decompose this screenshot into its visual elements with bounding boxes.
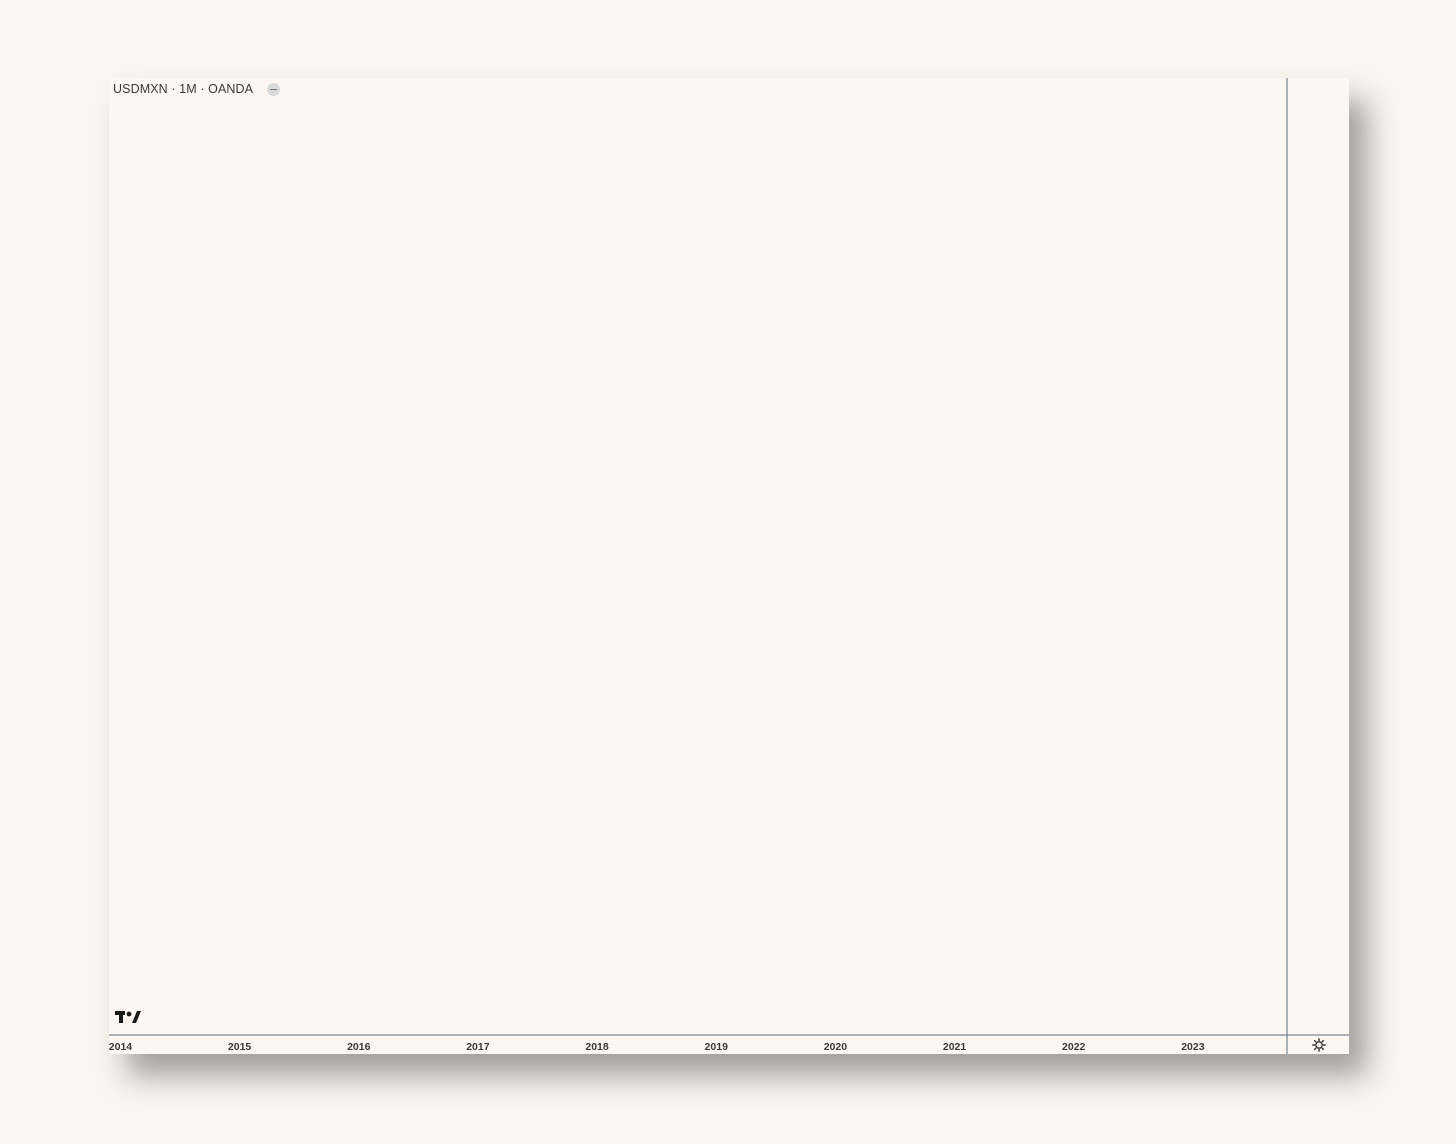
gear-icon[interactable] <box>1312 1038 1326 1057</box>
year-tick-label: 2018 <box>585 1041 609 1053</box>
minus-circle-icon[interactable] <box>267 82 281 96</box>
year-tick-label: 2016 <box>347 1041 371 1053</box>
year-tick-label: 2021 <box>943 1041 967 1053</box>
tradingview-logo-icon[interactable] <box>115 1010 141 1029</box>
year-tick-label: 2015 <box>228 1041 252 1053</box>
year-tick-label: 2017 <box>466 1041 490 1053</box>
year-tick-label: 2014 <box>109 1041 132 1053</box>
year-tick-label: 2020 <box>824 1041 848 1053</box>
price-axis[interactable]: 28.0000027.0000026.0000025.0000024.00000… <box>1286 78 1344 1054</box>
candlestick-chart[interactable]: 28.0000027.0000026.0000025.0000024.00000… <box>109 78 1349 1054</box>
symbol-title[interactable]: USDMXN · 1M · OANDA <box>113 82 254 96</box>
chart-panel[interactable]: 28.0000027.0000026.0000025.0000024.00000… <box>109 78 1349 1054</box>
symbol-header[interactable]: USDMXN · 1M · OANDA <box>113 82 281 96</box>
time-axis[interactable]: 2014 2015 2016 2017 2018 2019 2020 2021 2022 2023 <box>109 1034 1349 1053</box>
year-tick-label: 2023 <box>1181 1041 1205 1053</box>
year-tick-label: 2022 <box>1062 1041 1086 1053</box>
year-tick-label: 2019 <box>705 1041 729 1053</box>
